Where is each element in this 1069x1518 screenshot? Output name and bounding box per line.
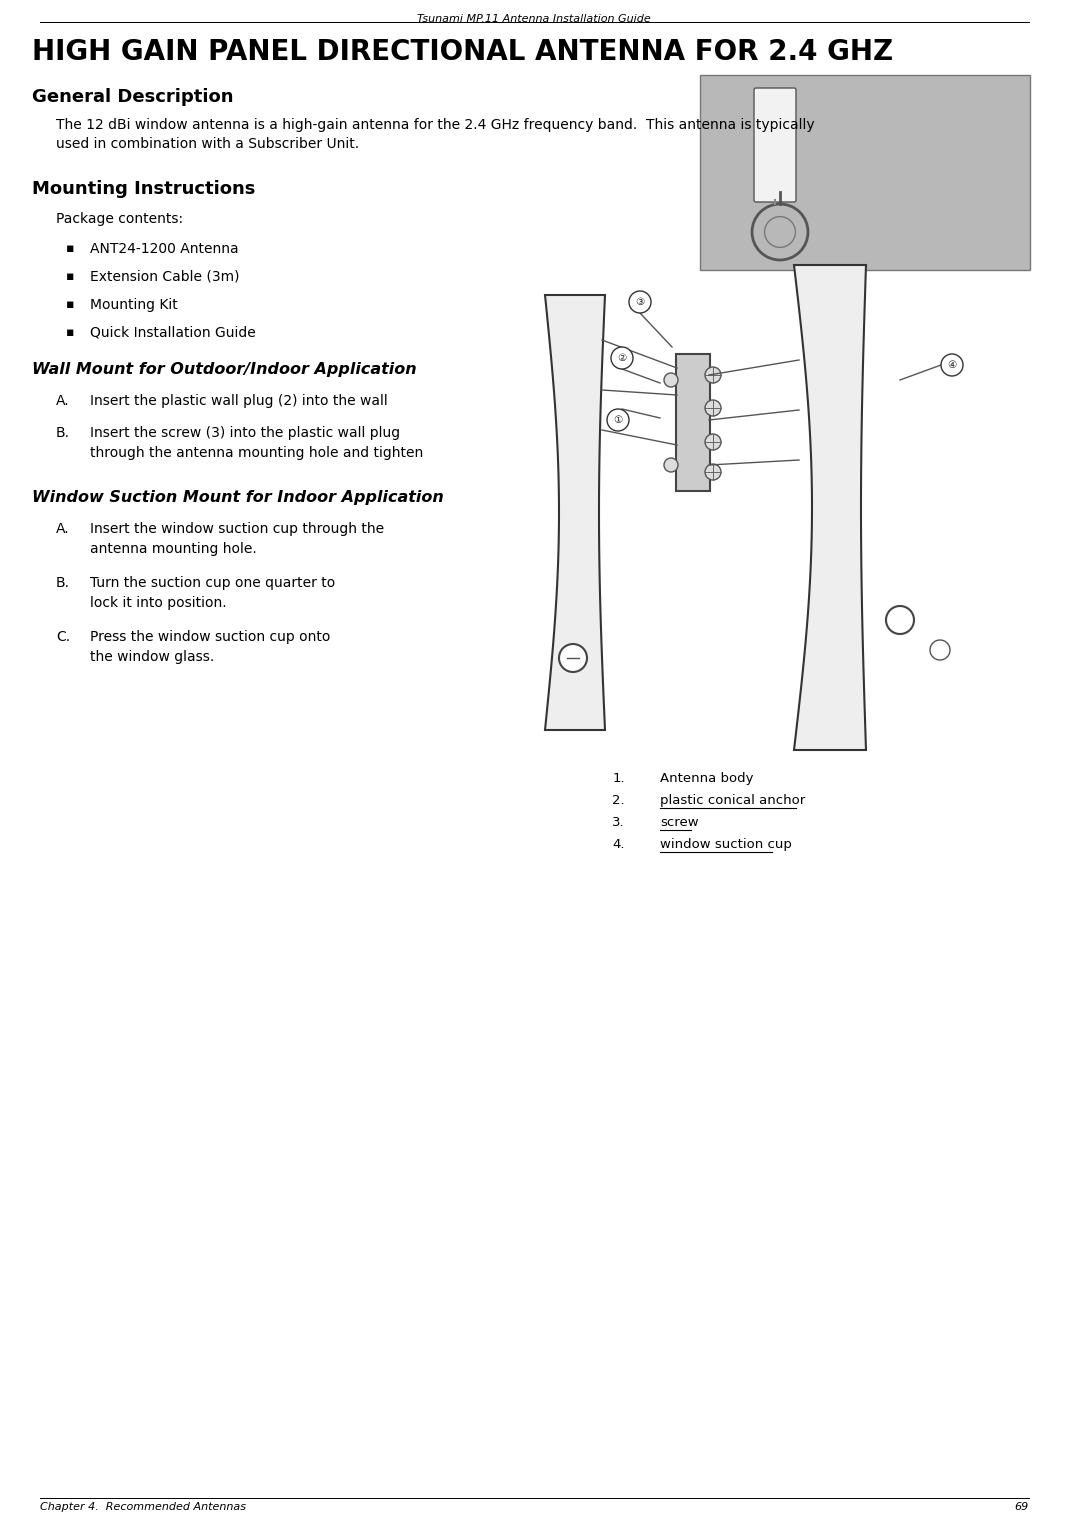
Text: The 12 dBi window antenna is a high-gain antenna for the 2.4 GHz frequency band.: The 12 dBi window antenna is a high-gain…	[56, 118, 815, 152]
Text: window suction cup: window suction cup	[660, 838, 792, 852]
Text: A.: A.	[56, 522, 69, 536]
Text: 2.: 2.	[613, 794, 625, 808]
Circle shape	[559, 644, 587, 672]
Text: Package contents:: Package contents:	[56, 213, 183, 226]
Text: ▪: ▪	[66, 241, 75, 255]
Text: Mounting Instructions: Mounting Instructions	[32, 181, 255, 197]
Circle shape	[886, 606, 914, 635]
Text: ④: ④	[947, 360, 957, 370]
Polygon shape	[794, 266, 866, 750]
Text: C.: C.	[56, 630, 71, 644]
Text: ▪: ▪	[66, 270, 75, 282]
Circle shape	[930, 641, 950, 660]
FancyBboxPatch shape	[754, 88, 796, 202]
Text: ②: ②	[618, 354, 626, 363]
Text: Antenna body: Antenna body	[660, 773, 754, 785]
Text: General Description: General Description	[32, 88, 233, 106]
Text: Extension Cable (3m): Extension Cable (3m)	[90, 270, 239, 284]
Circle shape	[941, 354, 963, 376]
Text: plastic conical anchor: plastic conical anchor	[660, 794, 805, 808]
Polygon shape	[545, 294, 605, 730]
Text: 69: 69	[1014, 1501, 1029, 1512]
FancyBboxPatch shape	[676, 354, 710, 490]
Text: Insert the window suction cup through the
antenna mounting hole.: Insert the window suction cup through th…	[90, 522, 384, 556]
Text: A.: A.	[56, 395, 69, 408]
Text: Wall Mount for Outdoor/Indoor Application: Wall Mount for Outdoor/Indoor Applicatio…	[32, 361, 417, 376]
Text: ③: ③	[635, 298, 645, 307]
Text: Press the window suction cup onto
the window glass.: Press the window suction cup onto the wi…	[90, 630, 330, 663]
Text: screw: screw	[660, 817, 699, 829]
Text: 3.: 3.	[613, 817, 625, 829]
Text: Insert the plastic wall plug (2) into the wall: Insert the plastic wall plug (2) into th…	[90, 395, 388, 408]
Text: B.: B.	[56, 427, 69, 440]
Circle shape	[607, 408, 629, 431]
Circle shape	[704, 465, 721, 480]
Text: Tsunami MP.11 Antenna Installation Guide: Tsunami MP.11 Antenna Installation Guide	[417, 14, 651, 24]
Text: Insert the screw (3) into the plastic wall plug
through the antenna mounting hol: Insert the screw (3) into the plastic wa…	[90, 427, 423, 460]
Text: Quick Installation Guide: Quick Installation Guide	[90, 326, 255, 340]
Text: Mounting Kit: Mounting Kit	[90, 298, 177, 313]
Text: HIGH GAIN PANEL DIRECTIONAL ANTENNA FOR 2.4 GHZ: HIGH GAIN PANEL DIRECTIONAL ANTENNA FOR …	[32, 38, 893, 65]
Text: ▪: ▪	[66, 298, 75, 311]
Circle shape	[664, 458, 678, 472]
Text: Chapter 4.  Recommended Antennas: Chapter 4. Recommended Antennas	[40, 1501, 246, 1512]
Text: 4.: 4.	[613, 838, 625, 852]
Circle shape	[629, 291, 651, 313]
Text: Window Suction Mount for Indoor Application: Window Suction Mount for Indoor Applicat…	[32, 490, 444, 505]
Text: ①: ①	[614, 414, 622, 425]
Text: B.: B.	[56, 575, 69, 591]
Text: ANT24-1200 Antenna: ANT24-1200 Antenna	[90, 241, 238, 257]
Circle shape	[704, 401, 721, 416]
Text: ▪: ▪	[66, 326, 75, 339]
Text: Turn the suction cup one quarter to
lock it into position.: Turn the suction cup one quarter to lock…	[90, 575, 336, 610]
Circle shape	[704, 367, 721, 383]
FancyBboxPatch shape	[700, 74, 1031, 270]
Circle shape	[611, 348, 633, 369]
Circle shape	[704, 434, 721, 449]
Circle shape	[664, 373, 678, 387]
Text: 1.: 1.	[613, 773, 625, 785]
